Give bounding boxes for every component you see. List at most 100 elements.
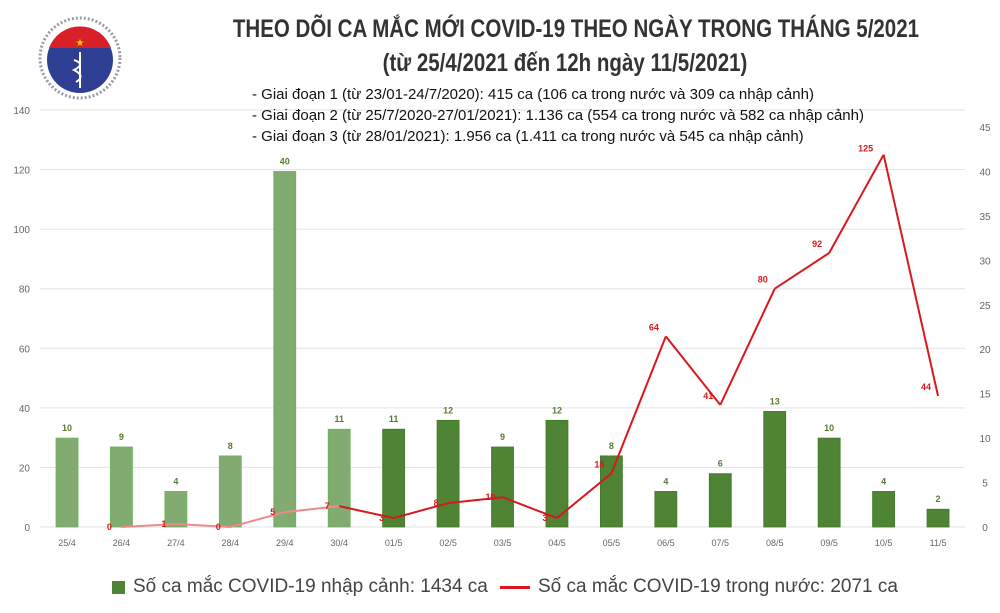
note-phase-2: - Giai đoạn 2 (từ 25/7/2020-27/01/2021):… bbox=[252, 107, 864, 124]
left-axis-tick: 20 bbox=[19, 463, 31, 474]
x-tick-label: 28/4 bbox=[222, 538, 240, 548]
left-axis-tick: 40 bbox=[19, 404, 31, 415]
left-axis-tick: 80 bbox=[19, 285, 31, 296]
x-tick-label: 30/4 bbox=[330, 538, 348, 548]
line-segment bbox=[121, 523, 176, 528]
line-point-label: 0 bbox=[107, 522, 112, 532]
bar-label: 8 bbox=[228, 441, 233, 451]
left-axis-tick: 120 bbox=[13, 166, 30, 177]
line-segment bbox=[882, 154, 940, 397]
right-axis-tick: 25 bbox=[979, 301, 991, 312]
chart-title: THEO DÕI CA MẮC MỚI COVID-19 THEO NGÀY T… bbox=[232, 15, 920, 43]
line-segment bbox=[719, 288, 776, 406]
line-point-label: 18 bbox=[594, 459, 604, 469]
x-tick-label: 11/5 bbox=[930, 538, 947, 548]
legend-label-bar: Số ca mắc COVID-19 nhập cảnh: 1434 ca bbox=[133, 576, 488, 597]
note-phase-3: - Giai đoạn 3 (từ 28/01/2021): 1.956 ca … bbox=[252, 128, 804, 145]
right-axis-tick: 0 bbox=[982, 523, 988, 534]
x-tick-label: 04/5 bbox=[548, 538, 566, 548]
bar-label: 12 bbox=[443, 405, 453, 415]
right-axis-tick: 5 bbox=[982, 479, 988, 490]
bar bbox=[491, 446, 514, 528]
line-segment bbox=[447, 496, 503, 505]
bar-label: 10 bbox=[62, 423, 72, 433]
bar bbox=[218, 455, 242, 528]
left-axis-tick: 60 bbox=[19, 344, 31, 355]
right-axis-tick: 10 bbox=[979, 434, 991, 445]
line-point-label: 44 bbox=[921, 382, 931, 392]
bar bbox=[872, 491, 895, 528]
line-point-label: 3 bbox=[379, 513, 384, 523]
legend-swatch-line bbox=[500, 585, 530, 589]
bar bbox=[817, 437, 841, 528]
line-point-label: 10 bbox=[486, 492, 496, 502]
bar-label: 4 bbox=[663, 476, 668, 486]
right-axis-tick: 40 bbox=[979, 167, 991, 178]
line-segment bbox=[338, 505, 394, 520]
chart-subtitle: (từ 25/4/2021 đến 12h ngày 11/5/2021) bbox=[382, 49, 748, 77]
x-tick-label: 07/5 bbox=[712, 538, 730, 548]
x-tick-label: 26/4 bbox=[113, 538, 131, 548]
bar-label: 11 bbox=[334, 414, 344, 424]
bar-label: 4 bbox=[173, 476, 178, 486]
line-segment bbox=[230, 511, 286, 528]
bar-label: 4 bbox=[881, 476, 886, 486]
line-segment bbox=[665, 335, 722, 406]
x-tick-label: 25/4 bbox=[58, 538, 76, 548]
bar bbox=[436, 419, 460, 528]
ministry-of-health-logo: ★ bbox=[38, 16, 122, 100]
bar bbox=[55, 437, 79, 528]
line-point-label: 64 bbox=[649, 322, 659, 332]
left-axis-tick: 140 bbox=[13, 106, 30, 117]
left-axis-tick: 100 bbox=[13, 225, 30, 236]
bar-label: 2 bbox=[936, 494, 941, 504]
x-tick-label: 10/5 bbox=[875, 538, 893, 548]
x-tick-label: 02/5 bbox=[439, 538, 457, 548]
right-axis-tick: 15 bbox=[979, 390, 991, 401]
bar bbox=[164, 491, 188, 528]
bar-label: 6 bbox=[718, 459, 723, 469]
legend-swatch-bar bbox=[112, 580, 125, 594]
legend-item-bar: Số ca mắc COVID-19 nhập cảnh: 1434 ca bbox=[112, 576, 488, 598]
bar-label: 12 bbox=[552, 405, 562, 415]
line-segment bbox=[828, 154, 885, 254]
x-tick-label: 05/5 bbox=[603, 538, 621, 548]
phase-notes: - Giai đoạn 1 (từ 23/01-24/7/2020): 415 … bbox=[252, 84, 864, 147]
right-axis-tick: 20 bbox=[979, 345, 991, 356]
bar bbox=[327, 428, 351, 528]
bar-label: 13 bbox=[770, 396, 780, 406]
line-segment bbox=[175, 523, 231, 528]
right-axis-tick: 35 bbox=[979, 212, 991, 223]
line-segment bbox=[610, 336, 667, 474]
bar-label: 9 bbox=[500, 432, 505, 442]
bar bbox=[273, 171, 297, 528]
x-tick-label: 29/4 bbox=[276, 538, 294, 548]
x-tick-label: 06/5 bbox=[657, 538, 675, 548]
legend-label-line: Số ca mắc COVID-19 trong nước: 2071 ca bbox=[538, 576, 898, 597]
bar-label: 11 bbox=[389, 414, 399, 424]
line-point-label: 3 bbox=[542, 513, 547, 523]
line-point-label: 80 bbox=[758, 275, 768, 285]
bar-label: 10 bbox=[824, 423, 834, 433]
bar bbox=[110, 446, 133, 528]
line-point-label: 5 bbox=[270, 507, 275, 517]
right-axis-tick: 45 bbox=[979, 123, 991, 134]
line-point-label: 0 bbox=[216, 522, 221, 532]
line-point-label: 7 bbox=[325, 501, 330, 511]
bar bbox=[545, 419, 569, 528]
line-segment bbox=[393, 502, 449, 520]
bar-label: 8 bbox=[609, 441, 614, 451]
line-segment bbox=[284, 505, 340, 514]
svg-text:★: ★ bbox=[76, 38, 85, 49]
bar bbox=[382, 428, 406, 528]
bar bbox=[654, 491, 678, 528]
x-tick-label: 03/5 bbox=[494, 538, 512, 548]
bar bbox=[926, 508, 950, 528]
bar bbox=[763, 411, 787, 528]
line-segment bbox=[556, 472, 613, 519]
line-segment bbox=[502, 496, 558, 519]
note-phase-1: - Giai đoạn 1 (từ 23/01-24/7/2020): 415 … bbox=[252, 86, 814, 103]
line-point-label: 41 bbox=[703, 391, 713, 401]
